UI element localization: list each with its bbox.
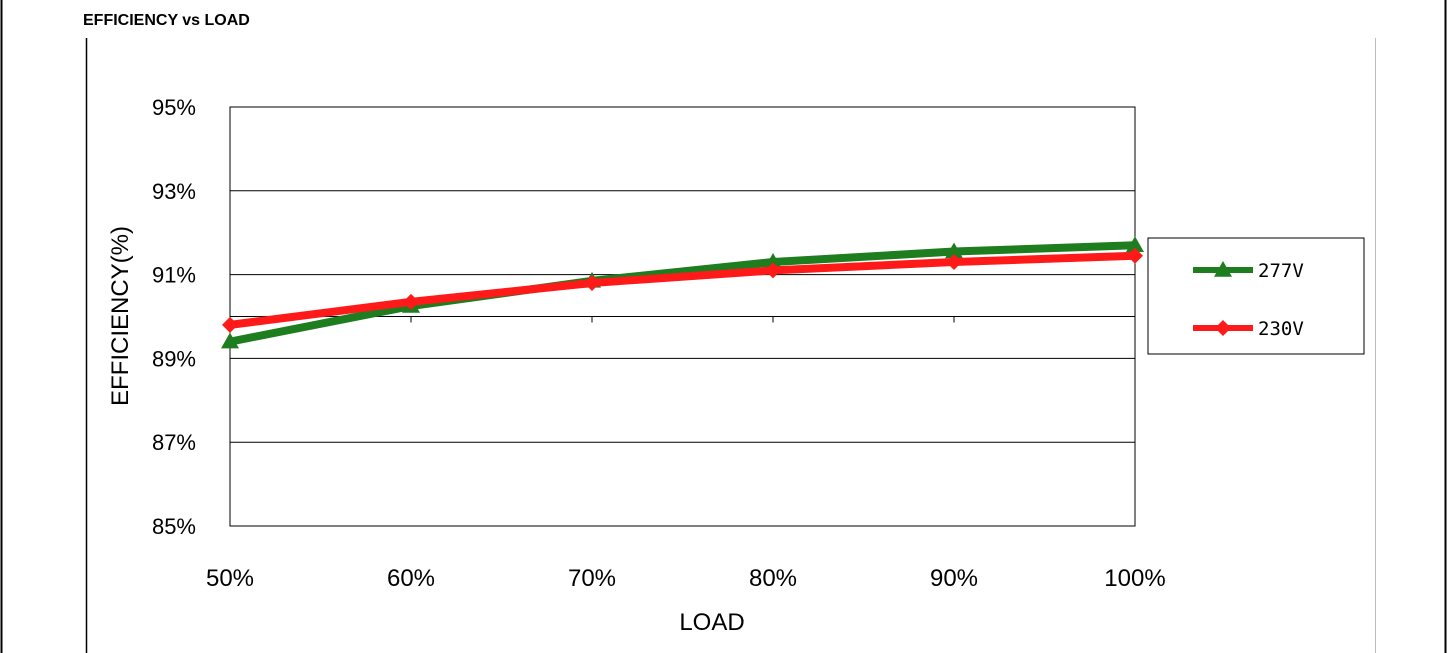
y-tick-label: 87% [152,430,196,455]
series-line [226,241,1139,346]
y-tick-label: 89% [152,346,196,371]
legend-items: 277V 230V [1193,260,1304,340]
x-tick-label: 80% [749,565,797,592]
legend-label: 277V [1258,260,1304,282]
y-tick-label: 85% [152,514,196,539]
x-tick-label: 100% [1104,565,1165,592]
data-point [221,332,239,349]
legend-item: 277V [1193,260,1304,282]
legend-label: 230V [1258,318,1304,340]
legend: 277V 230V [1147,237,1365,355]
legend-box [1147,237,1365,355]
data-point [1127,247,1143,264]
series-layer [221,236,1144,349]
data-point [584,274,600,291]
y-tick-label: 95% [152,95,196,120]
x-tick-label: 50% [206,565,254,592]
data-point [222,316,238,333]
y-tick-label: 91% [152,263,196,288]
series-277v [221,236,1144,349]
y-axis-title: EFFICIENCY(%) [107,226,134,406]
legend-marker [1215,320,1231,336]
plot-area [229,106,1136,527]
legend-marker [1214,261,1232,277]
x-tick-labels: 50% 60% 70% 80% 90% 100% [206,565,1166,592]
x-axis-title: LOAD [679,609,744,636]
legend-item: 230V [1193,318,1304,340]
data-point [1126,236,1144,253]
header-title: EFFICIENCY vs LOAD [83,12,250,29]
data-point [765,262,781,279]
data-point [945,242,963,259]
x-tick-label: 90% [930,565,978,592]
x-tick-label: 60% [387,565,435,592]
data-point [403,293,419,310]
y-tick-label: 93% [152,179,196,204]
series-230v [222,247,1143,333]
series-line [226,251,1139,329]
y-tick-labels: 85% 87% 89% 91% 93% 95% [152,95,196,539]
data-point [764,253,782,269]
x-tick-label: 70% [568,565,616,592]
data-point [946,254,962,271]
